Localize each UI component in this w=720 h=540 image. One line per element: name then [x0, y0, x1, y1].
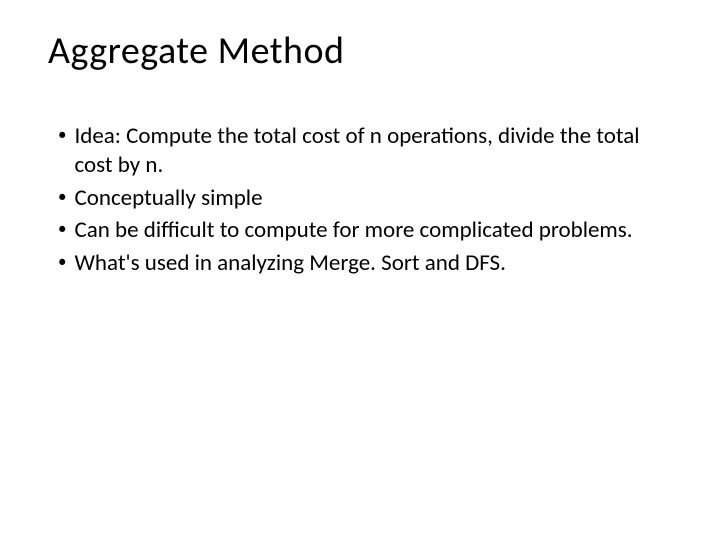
list-item: • Idea: Compute the total cost of n oper…	[58, 122, 672, 180]
bullet-text: Conceptually simple	[74, 184, 672, 213]
list-item: • Conceptually simple	[58, 184, 672, 213]
slide-content: • Idea: Compute the total cost of n oper…	[48, 122, 672, 278]
list-item: • What's used in analyzing Merge. Sort a…	[58, 249, 672, 278]
bullet-icon: •	[58, 186, 66, 207]
bullet-text: What's used in analyzing Merge. Sort and…	[74, 249, 672, 278]
slide-container: Aggregate Method • Idea: Compute the tot…	[0, 0, 720, 540]
bullet-text: Can be difficult to compute for more com…	[74, 216, 672, 245]
bullet-text: Idea: Compute the total cost of n operat…	[74, 122, 672, 180]
list-item: • Can be difficult to compute for more c…	[58, 216, 672, 245]
bullet-icon: •	[58, 218, 66, 239]
bullet-icon: •	[58, 251, 66, 272]
slide-title: Aggregate Method	[48, 28, 672, 74]
bullet-icon: •	[58, 124, 66, 145]
